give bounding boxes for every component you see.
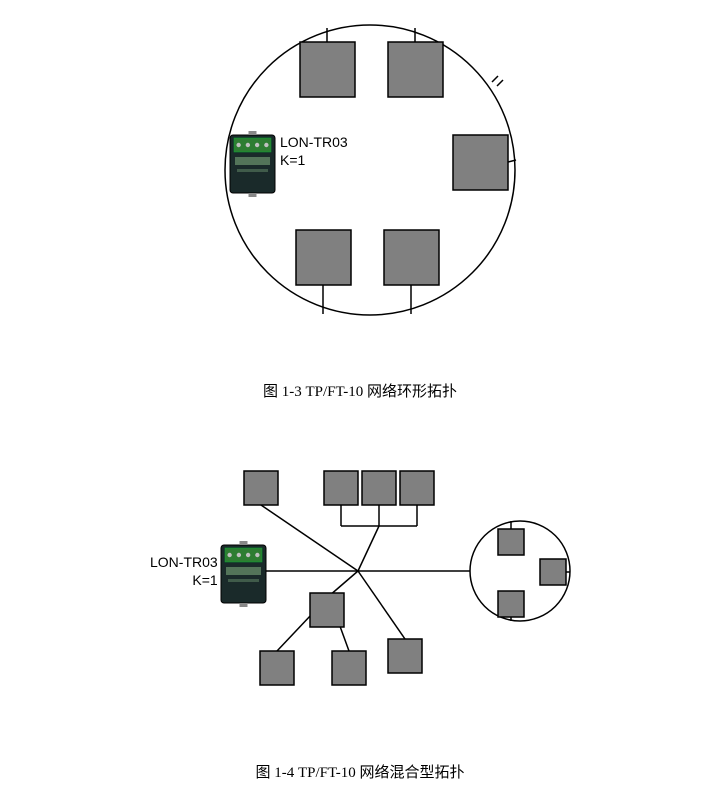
figure-1-3: LON-TR03 K=1	[0, 0, 720, 370]
fig1-caption: 图 1-3 TP/FT-10 网络环形拓扑	[0, 380, 720, 401]
fig2-caption: 图 1-4 TP/FT-10 网络混合型拓扑	[0, 761, 720, 782]
fig2-svg	[0, 441, 720, 751]
fig1-svg	[0, 0, 720, 370]
page: LON-TR03 K=1 图 1-3 TP/FT-10 网络环形拓扑 LON-T…	[0, 0, 720, 782]
fig2-device-label: LON-TR03 K=1	[150, 553, 218, 589]
fig1-device-label: LON-TR03 K=1	[280, 133, 348, 169]
figure-1-4: LON-TR03 K=1	[0, 441, 720, 751]
spacer	[0, 411, 720, 441]
